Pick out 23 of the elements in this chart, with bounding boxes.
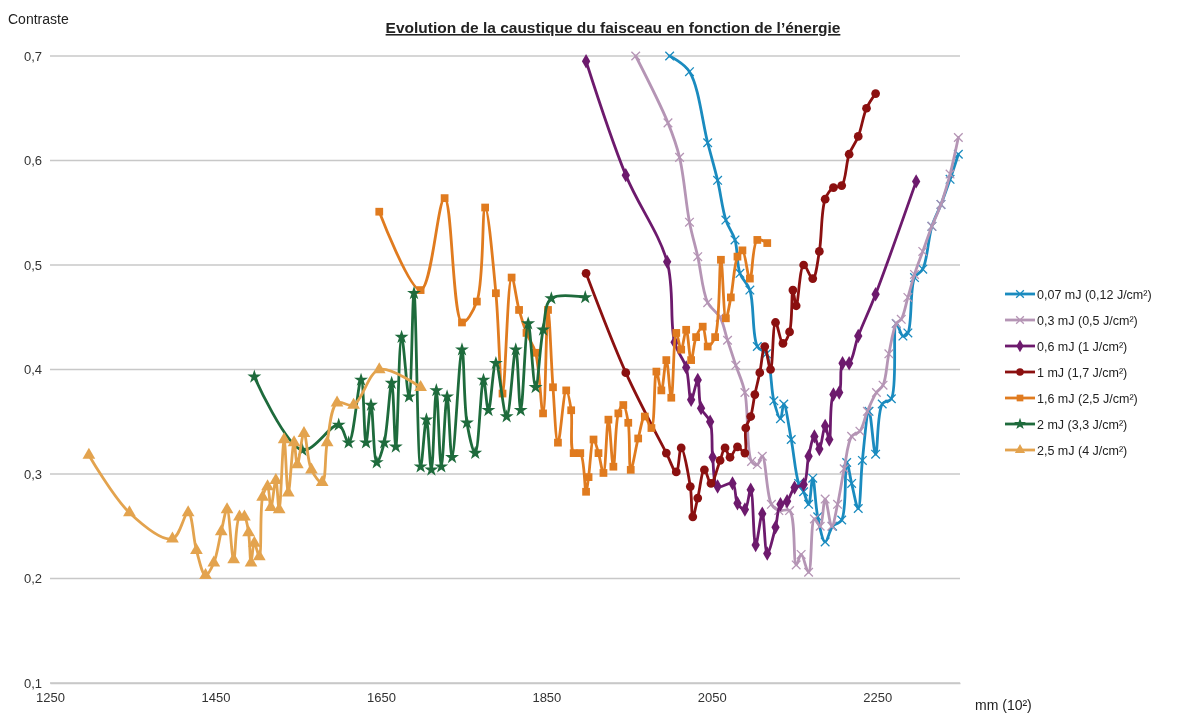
x-tick-label: 1650	[366, 690, 396, 706]
legend-label: 0,07 mJ (0,12 J/cm²)	[1037, 287, 1152, 302]
x-tick-label: 1850	[532, 690, 562, 706]
legend-label: 2 mJ (3,3 J/cm²)	[1037, 417, 1128, 432]
y-tick-label: 0,5	[23, 257, 42, 273]
x-tick-label: 2050	[697, 690, 727, 706]
y-tick-label: 0,1	[23, 675, 42, 691]
x-axis-title: mm (10²)	[975, 697, 1032, 713]
y-tick-label: 0,2	[23, 571, 42, 587]
y-tick-label: 0,7	[23, 48, 42, 64]
legend-label: 2,5 mJ (4 J/cm²)	[1037, 443, 1128, 458]
y-tick-label: 0,4	[23, 362, 42, 378]
legend-label: 1,6 mJ (2,5 J/cm²)	[1037, 391, 1138, 406]
y-tick-label: 0,6	[23, 153, 42, 169]
y-axis-title: Contraste	[8, 11, 69, 27]
x-tick-label: 1450	[201, 690, 231, 706]
y-tick-label: 0,3	[23, 466, 42, 482]
legend-label: 0,6 mJ (1 J/cm²)	[1037, 339, 1128, 354]
x-tick-label: 1250	[36, 690, 65, 706]
legend-label: 1 mJ (1,7 J/cm²)	[1037, 365, 1128, 380]
x-tick-label: 2250	[863, 690, 893, 706]
chart-title: Evolution de la caustique du faisceau en fonction de l’énergie	[385, 19, 841, 36]
legend-label: 0,3 mJ (0,5 J/cm²)	[1037, 313, 1138, 328]
